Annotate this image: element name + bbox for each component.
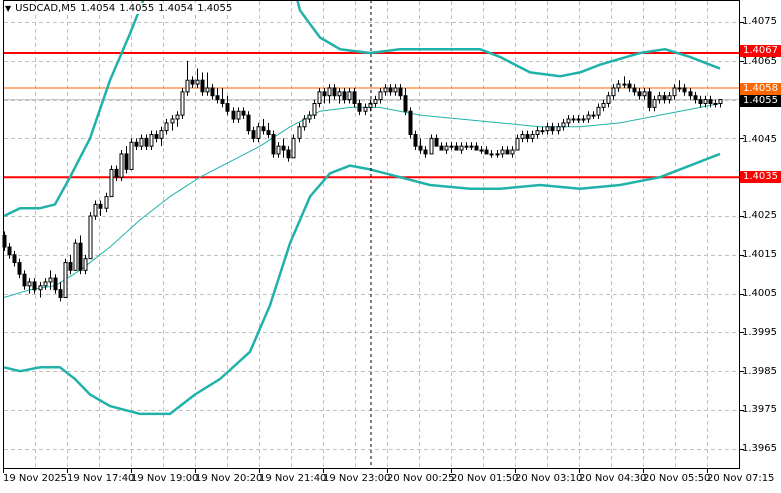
y-tick: 1.3995 [742,327,777,338]
chart-header: ▼ USDCAD,M5 1.4054 1.4055 1.4054 1.4055 [5,3,235,14]
y-tick: 1.4015 [742,249,777,260]
x-tick: 20 Nov 03:10 [515,473,583,484]
x-tick: 19 Nov 23:00 [323,473,391,484]
y-tick: 1.3975 [742,404,777,415]
y-tick: 1.4045 [742,134,777,145]
x-tick: 19 Nov 20:20 [195,473,263,484]
x-tick: 20 Nov 05:50 [643,473,711,484]
open-price: 1.4054 [80,3,116,14]
symbol-timeframe: USDCAD,M5 [15,3,77,14]
x-tick: 19 Nov 21:40 [259,473,327,484]
y-tick: 1.4005 [742,288,777,299]
current-price-label: 1.4055 [740,95,781,107]
y-tick: 1.3965 [742,443,777,454]
x-tick: 19 Nov 2025 [3,473,68,484]
y-tick: 1.4025 [742,210,777,221]
y-tick: 1.4075 [742,16,777,27]
candles [2,60,723,302]
lower-level-label: 1.4035 [740,171,781,183]
high-price: 1.4055 [119,3,155,14]
x-tick: 19 Nov 19:00 [131,473,199,484]
x-tick: 20 Nov 01:50 [451,473,519,484]
grid [3,1,744,473]
orange-level-label: 1.4058 [740,83,781,95]
x-tick: 20 Nov 04:30 [579,473,647,484]
x-tick: 20 Nov 07:15 [707,473,775,484]
plot-border [3,0,740,469]
close-price: 1.4055 [197,3,233,14]
dropdown-triangle-icon[interactable]: ▼ [5,4,12,13]
x-tick: 20 Nov 00:25 [387,473,455,484]
low-price: 1.4054 [158,3,194,14]
x-tick: 19 Nov 17:40 [67,473,135,484]
y-tick: 1.4065 [742,56,777,67]
bollinger-bands [3,0,721,416]
y-tick: 1.3985 [742,366,777,377]
upper-level-label: 1.4067 [740,45,781,57]
